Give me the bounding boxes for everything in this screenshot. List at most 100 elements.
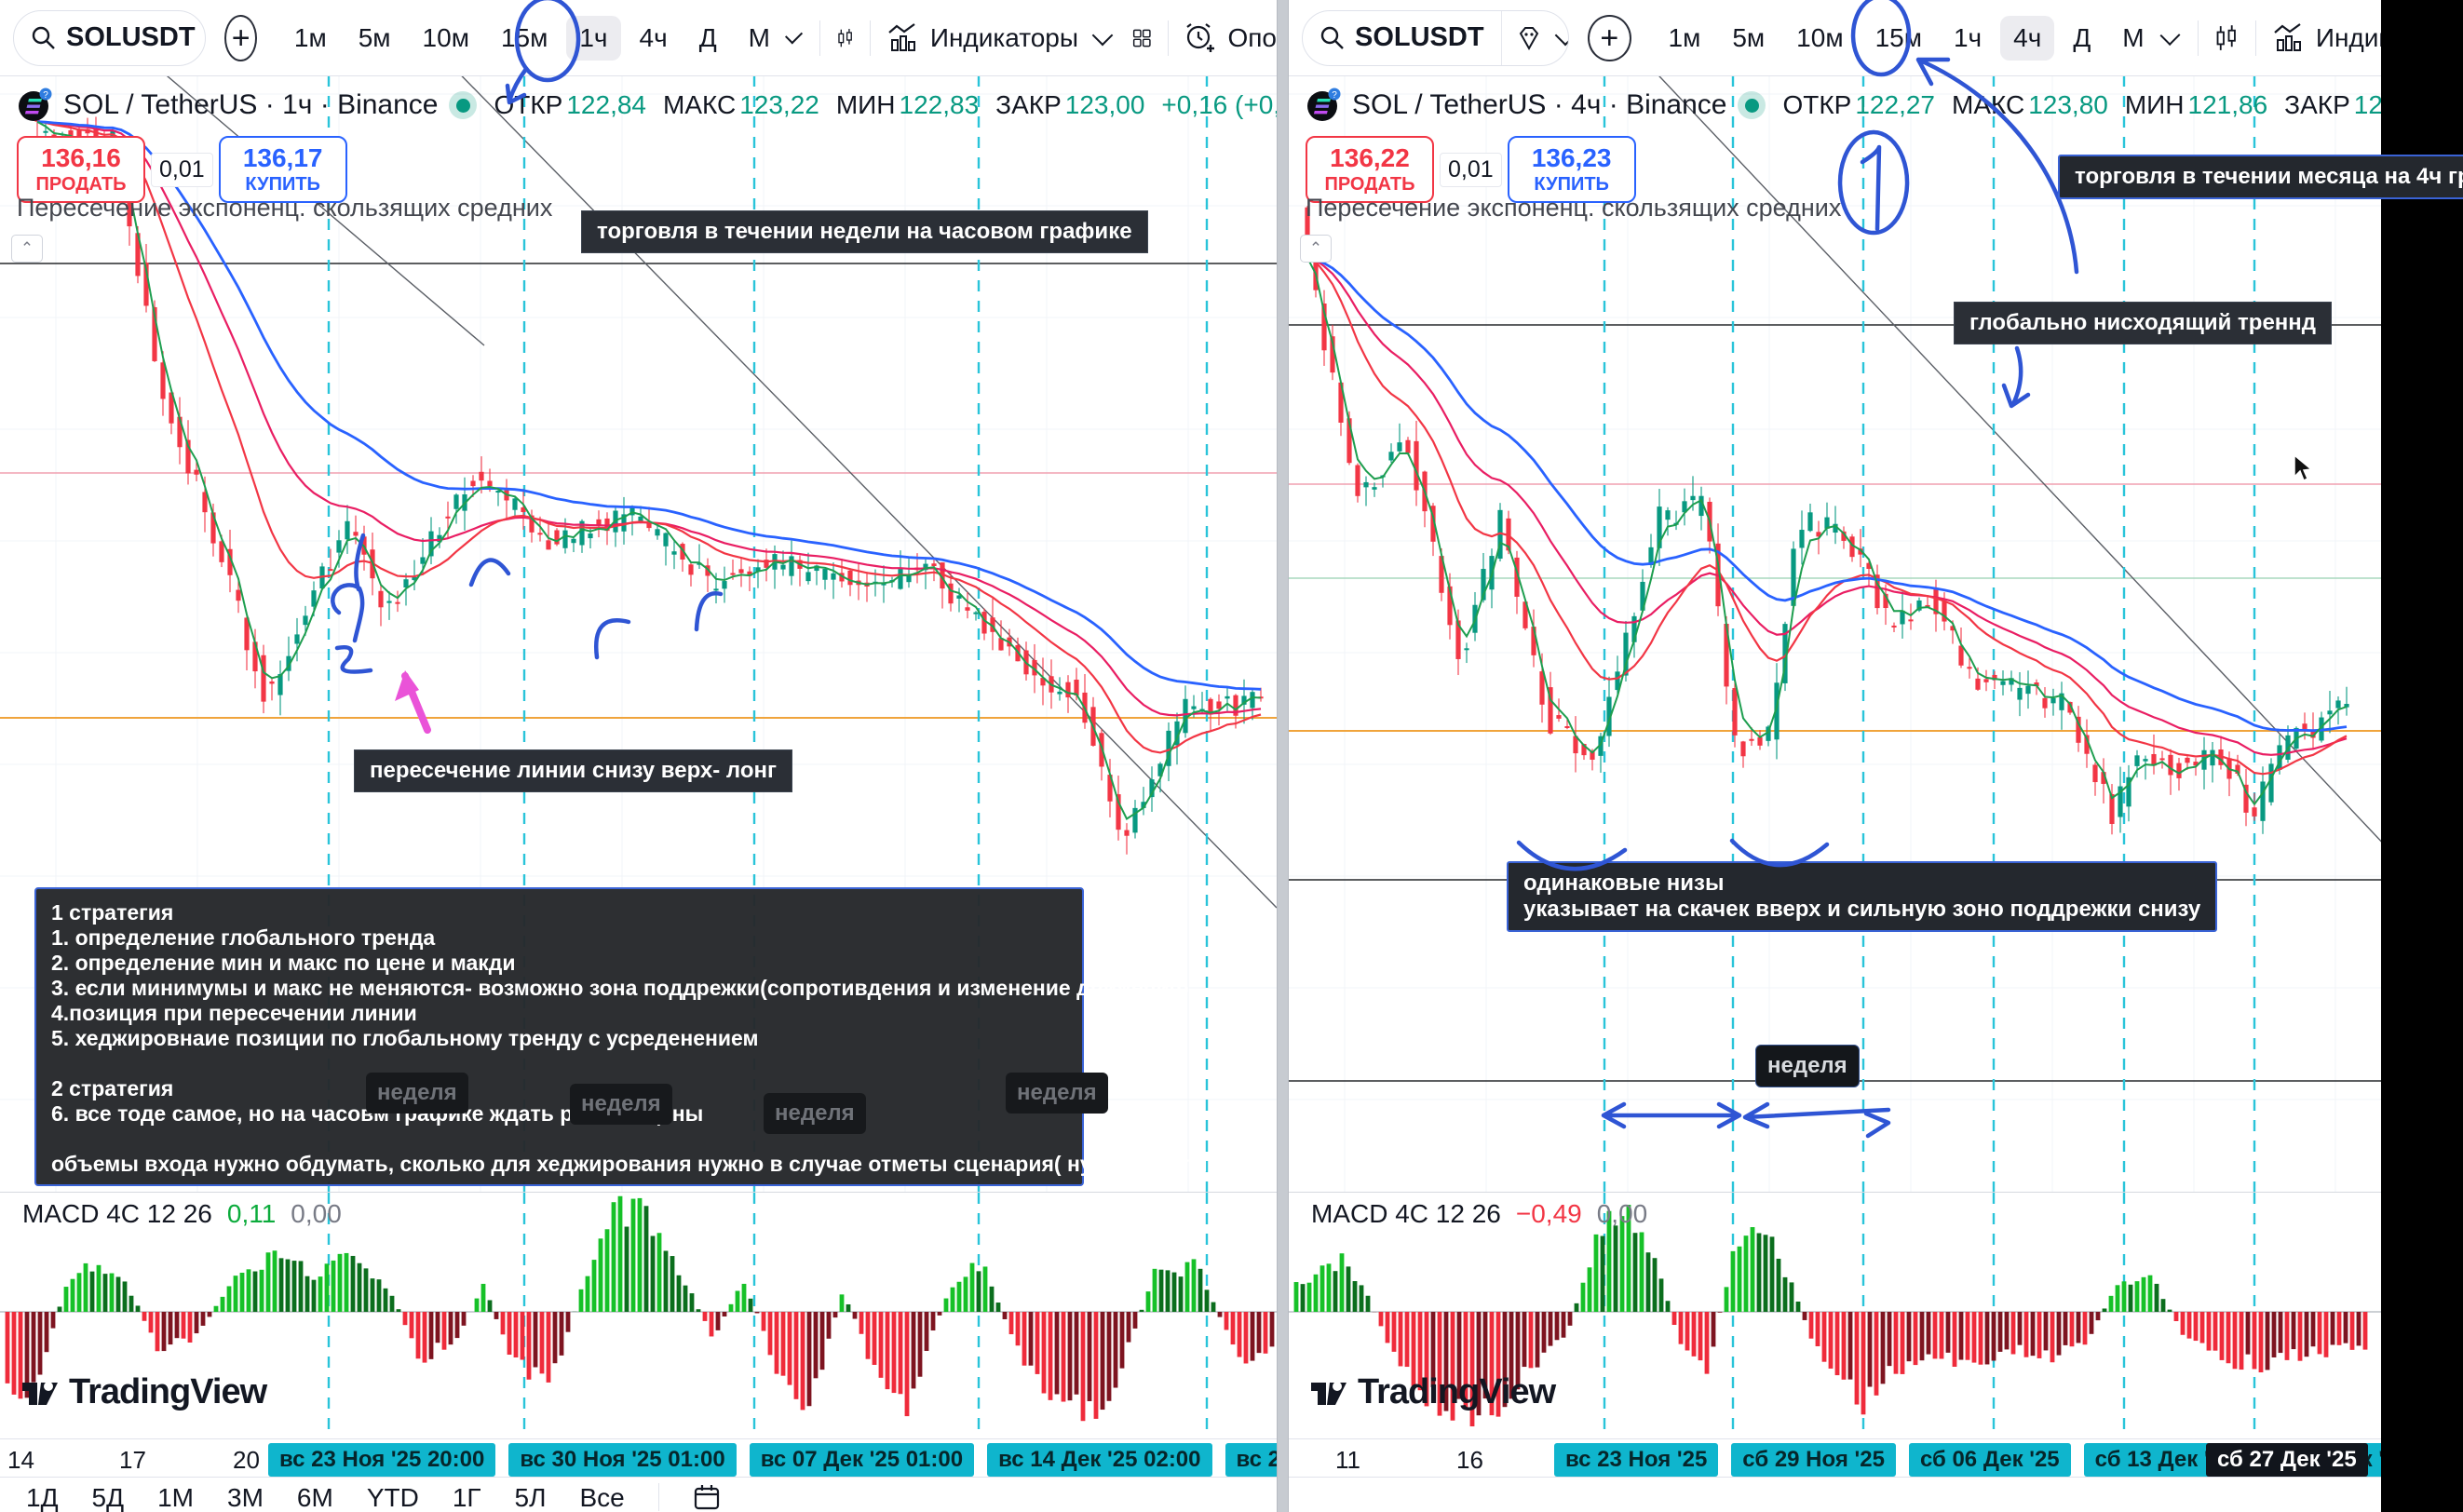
range-button-YTD[interactable]: YTD: [366, 1483, 419, 1512]
price-chart-right[interactable]: [1289, 75, 2463, 1192]
macd-value-1: 0,11: [226, 1199, 277, 1228]
date-session-chip: вс 07 Дек '25 01:00: [749, 1443, 975, 1477]
tradingview-logo[interactable]: TradingView: [20, 1372, 267, 1412]
axis-tick-label: 17: [119, 1446, 146, 1474]
annotation-equal-lows-line2: указывает на скачек вверх и сильную зоно…: [1523, 897, 2201, 922]
timeframe-15м[interactable]: 15м: [500, 22, 548, 52]
low-value: 121,86: [2187, 90, 2268, 119]
timeframe-1м[interactable]: 1м: [1668, 22, 1701, 52]
macd-legend[interactable]: MACD 4C 12 26 −0,49 0,00: [1311, 1199, 1647, 1229]
symbol-search[interactable]: SOLUSDT: [1303, 11, 1501, 65]
chart-type-candles-icon[interactable]: [2213, 22, 2240, 54]
calendar-icon[interactable]: [693, 1483, 721, 1511]
timeframe-10м[interactable]: 10м: [422, 22, 469, 52]
symbol-search-box[interactable]: SOLUSDT: [1302, 9, 1570, 66]
time-axis[interactable]: 14 17 20 вс 23 Ноя '25 20:00 вс 30 Ноя '25 …: [0, 1438, 1277, 1478]
annotation-equal-lows[interactable]: одинаковые низы указывает на скачек ввер…: [1507, 861, 2218, 932]
week-chip[interactable]: неделя: [366, 1073, 468, 1114]
high-label: МАКС: [1952, 90, 2025, 119]
week-chip[interactable]: неделя: [1755, 1045, 1860, 1087]
sell-button[interactable]: 136,16 ПРОДАТЬ: [17, 136, 145, 203]
date-session-chip: вс 30 Ноя '25 01:00: [508, 1443, 737, 1477]
timeframe-menu-chevron-icon[interactable]: [784, 25, 804, 45]
chevron-down-icon: [1091, 24, 1114, 46]
chart-window-left: SOLUSDT + 1м 5м 10м 15м 1ч 4ч Д М Индикаторы Оп…: [0, 0, 1278, 1512]
timeframe-1ч[interactable]: 1ч: [1953, 22, 1983, 52]
macd-chart-left[interactable]: [0, 1192, 1277, 1439]
timeframe-М[interactable]: М: [2122, 22, 2145, 52]
timeframe-М[interactable]: М: [748, 22, 770, 52]
annotation-cross-long[interactable]: пересечение линии снизу верх- лонг: [354, 749, 793, 792]
time-axis[interactable]: 11 16 вс 23 Ноя '25 сб 29 Ноя '25 сб 06 Дек…: [1289, 1438, 2463, 1478]
strategy-line: 5. хеджировнаие позиции по глобальному т…: [51, 1026, 759, 1050]
timeframe-1м[interactable]: 1м: [293, 22, 327, 52]
range-button-1М[interactable]: 1М: [157, 1483, 194, 1512]
range-button-5Л[interactable]: 5Л: [514, 1483, 547, 1512]
date-session-chip: вс 14 Дек '25 02:00: [987, 1443, 1212, 1477]
layout-grid-icon[interactable]: [1131, 22, 1153, 54]
timeframe-1ч[interactable]: 1ч: [566, 15, 621, 61]
add-symbol-button[interactable]: +: [1588, 14, 1631, 61]
week-chip[interactable]: неделя: [1006, 1073, 1108, 1114]
strategy-notes-panel[interactable]: 1 стратегия 1. определение глобального тр…: [34, 887, 1215, 1186]
buy-button[interactable]: 136,17 КУПИТЬ: [218, 136, 347, 203]
annotation-week-trading[interactable]: торговля в течении недели на часовом гра…: [581, 210, 1148, 253]
session-chips: вс 23 Ноя '25 20:00 вс 30 Ноя '25 01:00 вс…: [268, 1443, 1277, 1477]
chart-legend[interactable]: ? SOL / TetherUS · 4ч · Binance ОТКР 122,…: [1306, 88, 2463, 123]
indicators-icon: [888, 22, 915, 51]
axis-tick-label: 11: [1335, 1446, 1360, 1474]
strategy-line: объемы входа нужно обдумать, сколько для…: [51, 1152, 1215, 1176]
symbol-name: SOLUSDT: [66, 22, 196, 52]
annotation-global-downtrend[interactable]: глобально нисходящий треннд: [1954, 302, 2333, 344]
tradingview-logo-icon: [22, 1381, 58, 1405]
sell-button[interactable]: 136,22 ПРОДАТЬ: [1306, 136, 1434, 203]
timeframe-menu-chevron-icon[interactable]: [2159, 24, 2180, 46]
chart-legend[interactable]: ? SOL / TetherUS · 1ч · Binance ОТКР 122,…: [17, 88, 1277, 123]
symbol-search[interactable]: SOLUSDT: [14, 11, 205, 65]
timeframe-10м[interactable]: 10м: [1796, 22, 1844, 52]
close-label: ЗАКР: [2284, 90, 2350, 119]
symbol-search-box[interactable]: SOLUSDT: [13, 9, 207, 66]
strategy-line: 3. если минимумы и макс не меняются- воз…: [51, 976, 1189, 1000]
indicators-label: Индикаторы: [929, 22, 1078, 52]
chart-type-candles-icon[interactable]: [835, 22, 855, 54]
symbol-source-menu[interactable]: [1500, 10, 1569, 65]
range-button-3М[interactable]: 3М: [227, 1483, 264, 1512]
range-button-5Д[interactable]: 5Д: [91, 1483, 125, 1512]
annotation-month-trading[interactable]: торговля в течении месяца на 4ч графике: [2058, 155, 2463, 199]
range-button-1Г[interactable]: 1Г: [452, 1483, 481, 1512]
timeframe-4ч[interactable]: 4ч: [2000, 15, 2055, 61]
range-button-6М[interactable]: 6М: [296, 1483, 333, 1512]
add-symbol-button[interactable]: +: [224, 14, 257, 61]
timeframe-5м[interactable]: 5м: [1732, 22, 1766, 52]
collapse-legend-button[interactable]: ⌃: [1300, 235, 1332, 263]
buy-button[interactable]: 136,23 КУПИТЬ: [1507, 136, 1636, 203]
week-chip[interactable]: неделя: [570, 1084, 672, 1125]
timeframe-15м[interactable]: 15м: [1874, 22, 1922, 52]
macd-chart-right[interactable]: [1289, 1192, 2463, 1439]
range-button-Все[interactable]: Все: [579, 1483, 625, 1512]
timeframe-4ч[interactable]: 4ч: [639, 22, 668, 52]
timeframe-Д[interactable]: Д: [698, 22, 717, 52]
low-label: МИН: [835, 90, 896, 119]
annotation-equal-lows-line1: одинаковые низы: [1523, 871, 1725, 896]
strategy-line: [51, 1127, 1067, 1152]
strategy-line: [51, 1051, 1067, 1076]
timeframe-row: 1м 5м 10м 15м 1ч 4ч Д М: [1656, 15, 2158, 61]
divider: [1167, 20, 1169, 56]
range-button-1Д[interactable]: 1Д: [26, 1483, 59, 1512]
alerts-button[interactable]: Опо: [1183, 21, 1277, 55]
timeframe-Д[interactable]: Д: [2073, 22, 2091, 52]
indicators-button[interactable]: Индикаторы: [886, 21, 1116, 55]
chevron-down-icon: [1554, 24, 1569, 46]
timeframe-5м[interactable]: 5м: [358, 22, 391, 52]
high-value: 123,22: [739, 90, 819, 119]
symbol-title: SOL / TetherUS · 1ч · Binance: [63, 89, 439, 120]
collapse-legend-button[interactable]: ⌃: [11, 235, 43, 263]
week-chip[interactable]: неделя: [764, 1093, 866, 1134]
screen-black-strip: [2381, 0, 2463, 1512]
macd-legend[interactable]: MACD 4C 12 26 0,11 0,00: [22, 1199, 342, 1229]
study-label[interactable]: Пересечение экспоненц. скользящих средни…: [1306, 194, 1842, 222]
tradingview-logo[interactable]: TradingView: [1309, 1372, 1556, 1412]
study-label[interactable]: Пересечение экспоненц. скользящих средни…: [17, 194, 553, 222]
